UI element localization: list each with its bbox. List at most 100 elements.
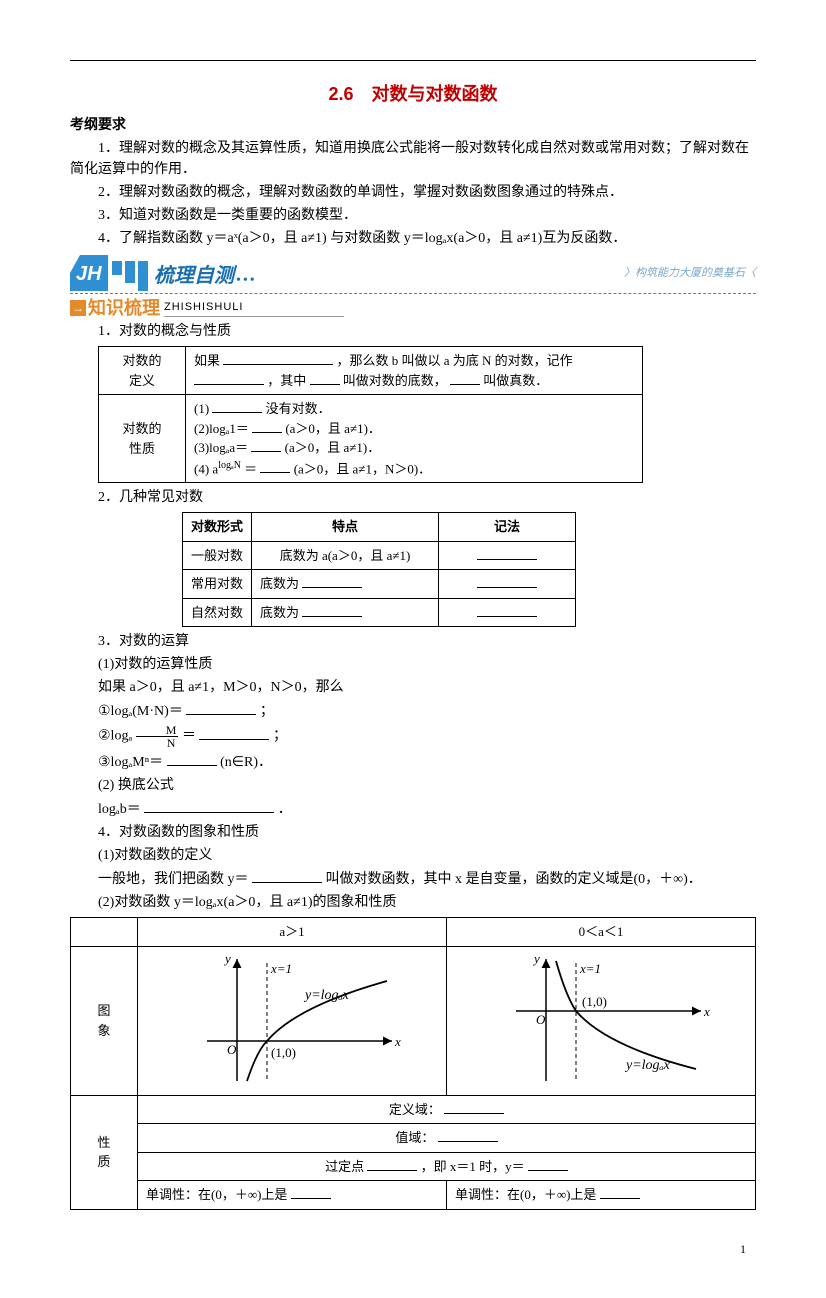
heading-1: 1．对数的概念与性质 xyxy=(70,321,756,342)
page-title: 2.6 对数与对数函数 xyxy=(70,81,756,108)
td xyxy=(439,570,576,599)
kaogang-item-2: 2．理解对数函数的概念，理解对数函数的单调性，掌握对数函数图象通过的特殊点． xyxy=(70,182,756,203)
banner-dots: ••• xyxy=(236,270,257,291)
txt: 如果 xyxy=(194,353,220,368)
op-line: ①logₐ(M·N)＝ ； xyxy=(70,700,756,722)
td: 一般对数 xyxy=(183,541,252,570)
cell-def-content: 如果 ，那么数 b 叫做以 a 为底 N 的对数，记作 ，其中 叫做对数的底数，… xyxy=(186,347,643,395)
blank xyxy=(260,459,290,473)
td xyxy=(439,541,576,570)
th: 记法 xyxy=(439,513,576,542)
heading-4-1: (1)对数函数的定义 xyxy=(70,845,756,866)
blank xyxy=(223,351,333,365)
blank xyxy=(302,603,362,617)
txt: 定义域： xyxy=(389,1102,441,1117)
kaogang-item-1: 1．理解对数的概念及其运算性质，知道用换底公式能将一般对数转化成自然对数或常用对… xyxy=(70,138,756,180)
table-row: 过定点 ，即 x＝1 时，y＝ xyxy=(71,1152,756,1181)
rowhdr-graph: 图 象 xyxy=(71,946,138,1095)
banner-sub-label: 知识梳理 xyxy=(88,295,160,322)
td: 底数为 xyxy=(252,598,439,627)
blank xyxy=(186,700,256,715)
heading-4: 4．对数函数的图象和性质 xyxy=(70,822,756,843)
blank xyxy=(291,1185,331,1199)
top-rule xyxy=(70,60,756,61)
fn-label: y=logₐx xyxy=(624,1058,671,1073)
range-cell: 值域： xyxy=(138,1124,756,1153)
y-label: y xyxy=(223,951,231,966)
fraction: MN xyxy=(136,724,179,749)
txt: (n∈R)． xyxy=(220,755,272,770)
op-line: ③logₐMⁿ＝ (n∈R)． xyxy=(70,751,756,773)
blank xyxy=(252,419,282,433)
table-row: 对数的 定义 如果 ，那么数 b 叫做以 a 为底 N 的对数，记作 ，其中 叫… xyxy=(99,347,643,395)
blank xyxy=(477,574,537,588)
banner-right-text: 〉构筑能力大厦的奠基石〈 xyxy=(624,265,756,282)
table-row: a＞1 0＜a＜1 xyxy=(71,918,756,947)
td: 底数为 xyxy=(252,570,439,599)
txt: 单调性：在(0，＋∞)上是 xyxy=(455,1187,596,1202)
th-a-gt-1: a＞1 xyxy=(138,918,447,947)
txt: 没有对数． xyxy=(266,401,331,416)
blank xyxy=(167,751,217,766)
txt: ； xyxy=(273,729,287,744)
log-plot-decreasing: O x y x=1 (1,0) y=logₐx xyxy=(486,951,716,1091)
table-row: 性 质 定义域： xyxy=(71,1095,756,1124)
txt: 底数为 xyxy=(260,605,299,620)
page-number: 1 xyxy=(70,1240,756,1258)
fixedpoint-cell: 过定点 ，即 x＝1 时，y＝ xyxy=(138,1152,756,1181)
heading-4-2: (2)对数函数 y＝logₐx(a＞0，且 a≠1)的图象和性质 xyxy=(70,892,756,913)
table-common-logs: 对数形式 特点 记法 一般对数 底数为 a(a＞0，且 a≠1) 常用对数 底数… xyxy=(182,512,576,627)
txt: 叫做对数函数，其中 x 是自变量，函数的定义域是(0，＋∞)． xyxy=(326,872,702,887)
mono-cell-1: 单调性：在(0，＋∞)上是 xyxy=(138,1181,447,1210)
x1-label: x=1 xyxy=(270,961,292,976)
blank xyxy=(212,399,262,413)
banner-badge: JH xyxy=(70,255,108,291)
banner-main-text: 梳理自测 xyxy=(154,261,234,291)
blank-cell xyxy=(71,918,138,947)
td: 自然对数 xyxy=(183,598,252,627)
blank xyxy=(600,1185,640,1199)
log-plot-increasing: O x y x=1 (1,0) y=logₐx xyxy=(177,951,407,1091)
change-base: logₐb＝ ． xyxy=(70,798,756,820)
blank xyxy=(251,438,281,452)
banner: JH 梳理自测 ••• 〉构筑能力大厦的奠基石〈 → 知识梳理 ZHISHISH… xyxy=(70,255,756,319)
txt: (4) a xyxy=(194,461,218,476)
txt: 叫做真数． xyxy=(483,373,548,388)
th: 特点 xyxy=(252,513,439,542)
blank xyxy=(199,725,269,740)
blank xyxy=(144,798,274,813)
txt: 叫做对数的底数， xyxy=(343,373,447,388)
blank xyxy=(310,371,340,385)
txt: (1) xyxy=(194,401,209,416)
heading-3-1: (1)对数的运算性质 xyxy=(70,654,756,675)
th-a-lt-1: 0＜a＜1 xyxy=(447,918,756,947)
txt: ，那么数 b 叫做以 a 为底 N 的对数，记作 xyxy=(337,353,573,368)
txt: ③logₐMⁿ＝ xyxy=(98,755,163,770)
txt: ，其中 xyxy=(267,373,306,388)
banner-bars xyxy=(112,261,148,291)
table-row: 对数的 性质 (1) 没有对数． (2)logₐ1＝ (a＞0，且 a≠1)． … xyxy=(99,395,643,483)
txt: 值域： xyxy=(395,1130,434,1145)
pt-label: (1,0) xyxy=(271,1045,296,1060)
arrow-icon: → xyxy=(70,300,86,316)
table-graph-properties: a＞1 0＜a＜1 图 象 O x y x=1 (1,0) y=logₐx xyxy=(70,917,756,1210)
x-label: x xyxy=(703,1004,710,1019)
rowhdr-prop: 性 质 xyxy=(71,1095,138,1209)
table-row: 图 象 O x y x=1 (1,0) y=logₐx xyxy=(71,946,756,1095)
banner-pinyin: ZHISHISHULI xyxy=(164,299,344,318)
y-label: y xyxy=(532,951,540,966)
td xyxy=(439,598,576,627)
blank xyxy=(302,574,362,588)
txt: (3)logₐa＝ xyxy=(194,440,248,455)
blank xyxy=(450,371,480,385)
table-row: 对数形式 特点 记法 xyxy=(183,513,576,542)
txt: 底数为 xyxy=(260,576,299,591)
txt: ． xyxy=(278,802,292,817)
graph-cell-inc: O x y x=1 (1,0) y=logₐx xyxy=(138,946,447,1095)
blank xyxy=(477,546,537,560)
blank xyxy=(194,371,264,385)
txt: 单调性：在(0，＋∞)上是 xyxy=(146,1187,287,1202)
table-row: 值域： xyxy=(71,1124,756,1153)
kaogang-item-4: 4．了解指数函数 y＝aˣ(a＞0，且 a≠1) 与对数函数 y＝logₐx(a… xyxy=(70,228,756,249)
txt: ＝ xyxy=(244,461,257,476)
